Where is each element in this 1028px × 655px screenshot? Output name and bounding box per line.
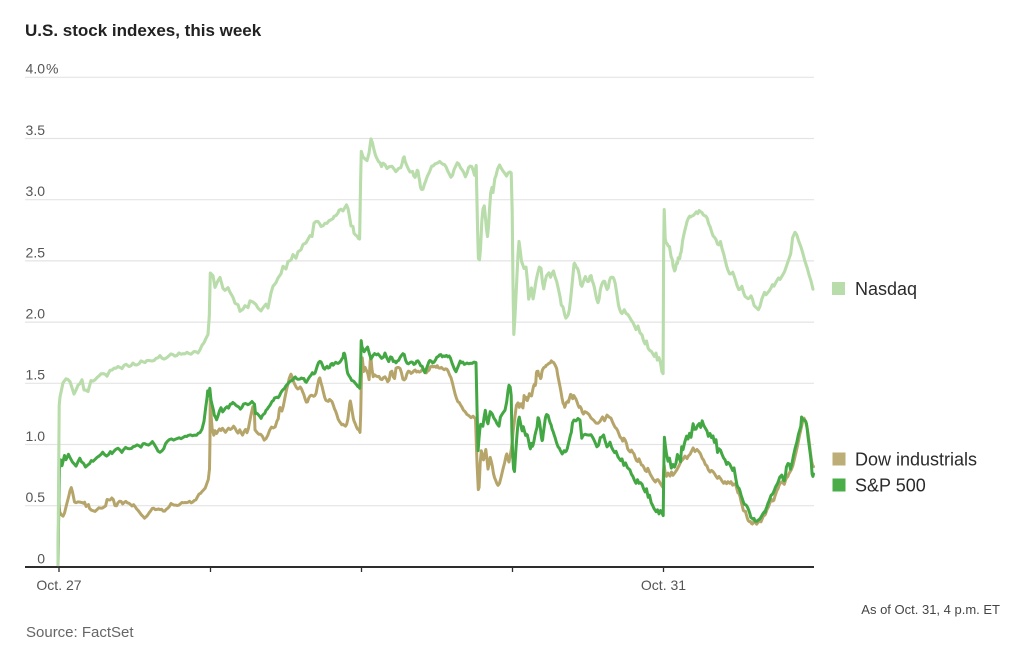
svg-text:3.5: 3.5 [26, 122, 46, 138]
svg-text:Source: FactSet: Source: FactSet [26, 624, 134, 641]
svg-text:1.0: 1.0 [26, 428, 46, 444]
svg-text:2.5: 2.5 [26, 244, 46, 260]
svg-text:0.5: 0.5 [26, 489, 46, 505]
svg-text:4.0: 4.0 [26, 61, 46, 77]
svg-text:0: 0 [37, 550, 45, 566]
svg-text:3.0: 3.0 [26, 183, 46, 199]
svg-text:S&P 500: S&P 500 [855, 476, 926, 496]
svg-text:Oct. 27: Oct. 27 [36, 577, 81, 593]
svg-text:1.5: 1.5 [26, 367, 46, 383]
svg-text:As of Oct. 31, 4 p.m. ET: As of Oct. 31, 4 p.m. ET [861, 602, 1000, 617]
svg-text:Nasdaq: Nasdaq [855, 279, 917, 299]
svg-text:U.S. stock indexes, this week: U.S. stock indexes, this week [25, 21, 262, 40]
svg-text:Dow industrials: Dow industrials [855, 450, 977, 470]
svg-text:Oct. 31: Oct. 31 [641, 577, 686, 593]
svg-text:%: % [46, 61, 58, 77]
svg-text:2.0: 2.0 [26, 306, 46, 322]
